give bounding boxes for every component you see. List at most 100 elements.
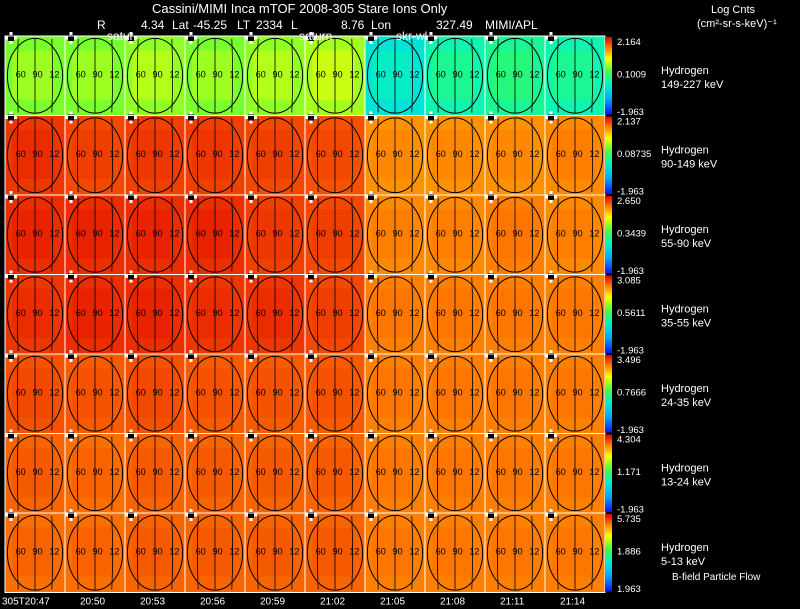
panel-3-frame-7-core	[372, 209, 415, 259]
panel-5-frame-10-pa-label-3: 12	[589, 387, 599, 397]
panel-4-frame-10-pa-label-3: 12	[589, 308, 599, 318]
panel-2-frame-9-marker-center	[488, 114, 494, 121]
lat-label: Lat	[172, 18, 189, 32]
panel-7-frame-8-contour	[426, 514, 484, 591]
panel-4-frame-5-marker-center	[248, 273, 254, 280]
panel-6-frame-3-meridian-1	[136, 436, 139, 511]
panel-2-frame-5-meridian-1	[256, 118, 259, 193]
panel-3-frame-5-marker-center	[248, 194, 254, 200]
panel-5-frame-9-pa-label-2: 90	[513, 387, 523, 397]
panel-5-frame-8-pa-label-1: 60	[436, 387, 446, 397]
panel-1-frame-5-contour	[246, 37, 304, 114]
panel-4-frame-1-core	[12, 288, 55, 339]
panel-4-frame-10-meridian-3	[591, 277, 594, 352]
panel-1-frame-2-meridian-3	[111, 38, 114, 113]
panel-7-frame-2-meridian-3	[111, 515, 114, 590]
panel-4-frame-2-core	[72, 288, 115, 339]
panel-7-frame-3-meridian-1	[136, 515, 139, 590]
panel-6-frame-1-meridian-3	[51, 436, 54, 511]
panel-3-frame-7-meridian-1	[376, 197, 379, 272]
panel-5-frame-3-pa-label-3: 12	[169, 387, 179, 397]
panel-1-frame-2-pa-label-1: 60	[76, 69, 86, 79]
r-label: R	[97, 18, 106, 32]
panel-5-frame-9-meridian-3	[531, 356, 534, 431]
panel-2-frame-1-pa-label-1: 60	[16, 149, 26, 159]
panel-4-frame-6-meridian-1	[316, 277, 319, 352]
panel-5-frame-7-marker-center	[368, 353, 374, 359]
panel-1-cbar-max: 2.164	[617, 37, 641, 48]
panel-2-frame-3-meridian-3	[171, 118, 174, 193]
panel-5-frame-7-pa-label-3: 12	[409, 387, 419, 397]
panel-7-frame-3-contour	[126, 514, 184, 591]
panel-4-frame-6-marker-center	[308, 273, 314, 280]
panel-2-frame-10-core	[552, 129, 595, 180]
panel-2-frame-3-pa-label-2: 90	[153, 149, 163, 159]
panel-4-frame-9-meridian-3	[531, 277, 534, 352]
panel-5: 60 90 12 60 90 12 60 90 12 60 90 12 60 90 12 60 90 12 60 90…	[4, 350, 712, 436]
panel-5-frame-1-meridian-1	[16, 356, 19, 431]
panel-7-frame-7-marker-center	[368, 512, 374, 518]
panel-5-frame-2-meridian-3	[111, 356, 114, 431]
panel-4-frame-8-pa-label-1: 60	[436, 308, 446, 318]
panel-4-frame-8-meridian-1	[436, 277, 439, 352]
panel-2-frame-1-meridian-3	[51, 118, 54, 193]
panel-7-frame-4-marker-center	[188, 512, 194, 518]
panel-5-frame-9-pa-label-1: 60	[496, 387, 506, 397]
panel-3-frame-9-meridian-1	[496, 197, 499, 272]
panel-2-frame-2-meridian-1	[76, 118, 79, 193]
panel-4-cbar-max: 3.085	[617, 276, 641, 287]
panel-6-frame-3-pa-label-2: 90	[153, 467, 163, 477]
panel-2-cbar-min: -1.963	[617, 187, 644, 198]
x-tick-label-2: 20:50	[80, 597, 105, 608]
panel-5-frame-10-meridian-3	[591, 356, 594, 431]
panel-6-frame-1-contour	[6, 435, 64, 512]
panel-7-frame-10-meridian-3	[591, 515, 594, 590]
panel-3-frame-5-meridian-1	[256, 197, 259, 272]
panel-5-frame-1-pa-label-2: 90	[33, 387, 43, 397]
panel-4-frame-7-pa-label-1: 60	[376, 308, 386, 318]
panel-5-frame-5-core	[252, 368, 295, 418]
panel-4-frame-7-pa-label-3: 12	[409, 308, 419, 318]
panel-6-frame-8-pa-label-2: 90	[453, 467, 463, 477]
panel-6-frame-3-meridian-3	[171, 436, 174, 511]
x-tick-label-3: 20:53	[140, 597, 165, 608]
panel-3-frame-7-marker-center	[368, 194, 374, 200]
panel-3-frame-3-core	[132, 209, 175, 259]
panel-7-frame-4-meridian-1	[196, 515, 199, 590]
panel-6-frame-7-meridian-3	[411, 436, 414, 511]
panel-5-frame-8-core	[432, 368, 475, 418]
panel-6-frame-2-meridian-1	[76, 436, 79, 511]
panel-3-frame-7-pa-label-2: 90	[393, 228, 403, 238]
footer-note: B-field Particle Flow	[672, 572, 761, 583]
panel-3-frame-10-pa-label-3: 12	[589, 228, 599, 238]
panel-7: 60 90 12 60 90 12 60 90 12 60 90 12 60 90 12 60 90 12 60 90…	[4, 509, 709, 595]
panel-7-frame-1-pa-label-2: 90	[33, 546, 43, 556]
panel-5-frame-1-contour	[6, 355, 64, 432]
panel-4-frame-8-marker-center	[428, 273, 434, 280]
panel-1-frame-9-meridian-3	[531, 38, 534, 113]
panel-2-frame-9-contour	[486, 117, 544, 194]
panel-2-frame-10-pa-label-1: 60	[556, 149, 566, 159]
panel-7-frame-4-pa-label-1: 60	[196, 546, 206, 556]
panel-5-frame-4-pa-label-1: 60	[196, 387, 206, 397]
panel-5-frame-4-core	[192, 368, 235, 418]
panel-7-frame-6-marker-center	[308, 512, 314, 518]
panel-5-cbar-min: -1.963	[617, 425, 644, 436]
panel-4-frame-3-marker-center	[128, 273, 134, 280]
panel-2-frame-2-meridian-3	[111, 118, 114, 193]
panel-4-frame-8-core	[432, 288, 475, 339]
panel-7-frame-3-pa-label-1: 60	[136, 546, 146, 556]
panel-3-frame-9-pa-label-3: 12	[529, 228, 539, 238]
panel-2-frame-5-core	[252, 129, 295, 180]
panel-4-frame-4-pa-label-1: 60	[196, 308, 206, 318]
panel-3-frame-9-meridian-3	[531, 197, 534, 272]
panel-4-frame-1-pa-label-3: 12	[49, 308, 59, 318]
panel-6-cbar-min: -1.963	[617, 505, 644, 516]
panel-2-frame-3-pa-label-1: 60	[136, 149, 146, 159]
panel-6-frame-10-pa-label-1: 60	[556, 467, 566, 477]
panel-5-frame-2-meridian-1	[76, 356, 79, 431]
panel-5-frame-3-marker-center	[128, 353, 134, 359]
panel-1-frame-7-contour	[366, 37, 424, 114]
panel-3-frame-10-meridian-1	[556, 197, 559, 272]
panel-2: 60 90 12 60 90 12 60 90 12 60 90 12 60 90 12 60 90 12 60 90…	[4, 111, 718, 198]
